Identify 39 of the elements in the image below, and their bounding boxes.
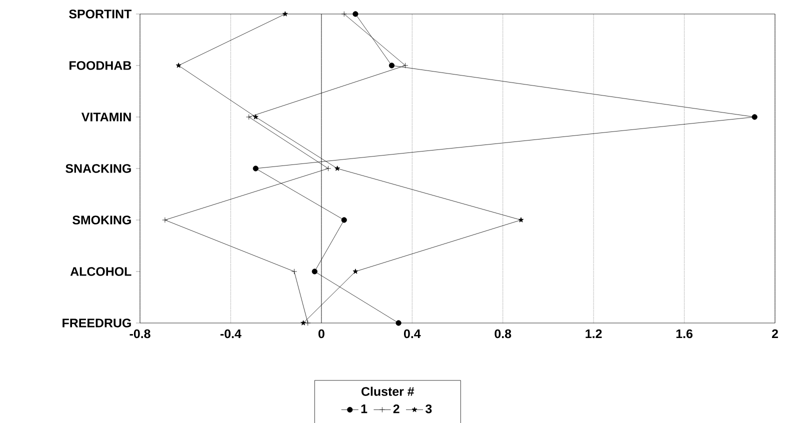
x-tick-label: 0.8 <box>494 329 512 338</box>
x-tick-label: -0.8 <box>130 329 150 338</box>
point <box>396 320 402 326</box>
x-tick-label: 0.4 <box>404 329 421 338</box>
x-tick-label: 2 <box>772 329 778 338</box>
y-tick-label: SMOKING <box>72 216 131 224</box>
x-tick-label: 1.6 <box>676 329 692 338</box>
x-tick-label: 0 <box>318 329 324 338</box>
point <box>252 114 258 120</box>
point <box>282 11 288 16</box>
point <box>291 268 298 274</box>
point <box>341 217 347 223</box>
point <box>518 217 524 222</box>
legend-label: 2 <box>393 404 400 414</box>
point <box>162 217 168 223</box>
point <box>352 11 358 17</box>
point <box>341 11 347 17</box>
point <box>300 320 306 326</box>
legend-label: 3 <box>425 404 432 414</box>
point <box>312 268 318 274</box>
point <box>402 62 408 68</box>
point <box>388 62 395 68</box>
y-tick-label: SPORTINT <box>69 10 132 18</box>
y-tick-label: VITAMIN <box>81 112 131 122</box>
y-tick-label: ALCOHOL <box>70 267 132 276</box>
legend-title: Cluster # <box>362 386 414 396</box>
y-tick-label: SNACKING <box>66 164 131 173</box>
legend-label: 1 <box>361 404 368 414</box>
y-tick-label: FREEDRUG <box>62 318 131 328</box>
point <box>352 268 358 274</box>
point <box>334 166 340 171</box>
x-tick-label: -0.4 <box>220 329 242 338</box>
y-tick-label: FOODHAB <box>70 61 132 70</box>
x-tick-label: 1.2 <box>586 329 602 338</box>
point <box>246 114 252 120</box>
point <box>325 166 332 172</box>
point <box>176 62 182 68</box>
point <box>252 166 258 172</box>
point <box>752 114 758 120</box>
